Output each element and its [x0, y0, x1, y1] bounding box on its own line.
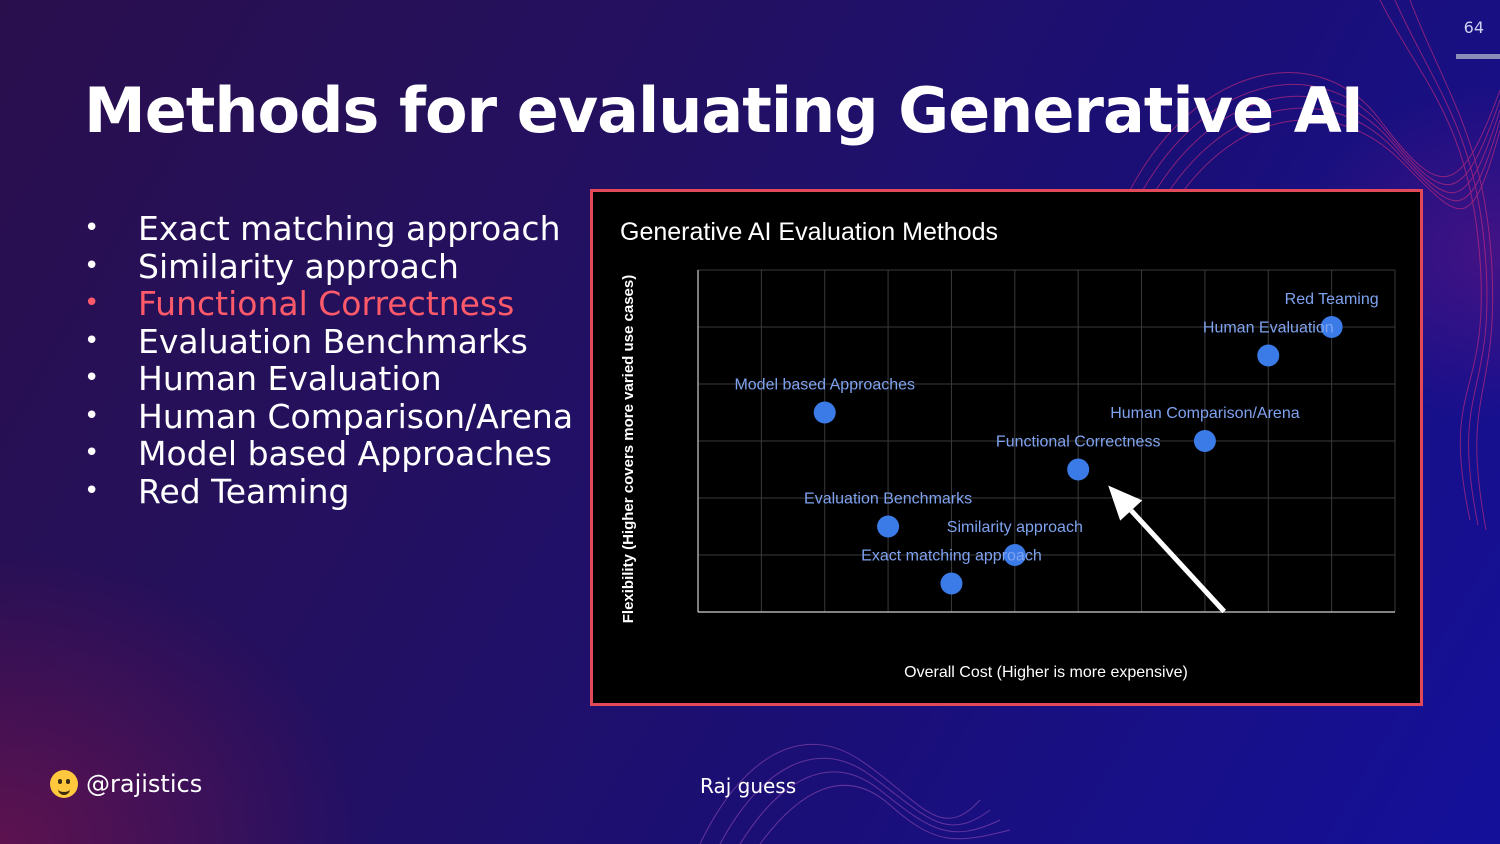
slide-number-bar	[1456, 54, 1500, 59]
data-point-label: Exact matching approach	[861, 548, 1042, 565]
footer-note: Raj guess	[700, 774, 797, 798]
bullet-item: Red Teaming	[84, 472, 584, 511]
data-point-label: Model based Approaches	[734, 377, 915, 394]
data-point	[1003, 544, 1026, 566]
data-point-label: Functional Correctness	[996, 434, 1161, 451]
chart-points	[813, 316, 1343, 595]
x-axis-label: Overall Cost (Higher is more expensive)	[904, 664, 1188, 681]
data-point-label: Human Comparison/Arena	[1110, 405, 1300, 422]
slide-title: Methods for evaluating Generative AI	[84, 74, 1364, 147]
slide-number: 64	[1463, 18, 1484, 37]
data-point	[940, 572, 963, 595]
bullet-item: Human Comparison/Arena	[84, 397, 584, 436]
arrow-annotation	[1108, 485, 1227, 614]
bullet-item: Similarity approach	[84, 247, 584, 286]
data-point	[1257, 344, 1280, 367]
chart-title: Generative AI Evaluation Methods	[620, 218, 998, 246]
arrow-head	[1108, 485, 1143, 521]
bullet-item: Evaluation Benchmarks	[84, 322, 584, 361]
bullet-item: Exact matching approach	[84, 210, 584, 248]
data-point	[1320, 316, 1343, 338]
handle-text: @rajistics	[86, 770, 203, 798]
author-handle: @rajistics	[50, 770, 202, 798]
data-point	[813, 401, 836, 424]
chart-grid	[697, 269, 1396, 613]
data-point-label: Similarity approach	[947, 519, 1083, 536]
bullet-item: Human Evaluation	[84, 360, 584, 398]
data-point-label: Evaluation Benchmarks	[804, 491, 972, 508]
y-axis-label: Flexibility (Higher covers more varied u…	[620, 275, 637, 624]
arrow-shaft	[1129, 508, 1227, 614]
data-point-label: Red Teaming	[1285, 291, 1379, 308]
bullet-item: Model based Approaches	[84, 435, 584, 473]
method-bullet-list: Exact matching approach Similarity appro…	[84, 210, 584, 510]
data-point	[1067, 458, 1090, 481]
chart-point-labels: Exact matching approach Similarity approa…	[734, 291, 1378, 565]
data-point	[877, 515, 900, 538]
hugging-face-icon	[50, 770, 78, 798]
bullet-item: Functional Correctness	[84, 285, 584, 323]
scatter-chart: Generative AI Evaluation Methods Exact m…	[620, 218, 1396, 681]
chart-frame: Generative AI Evaluation Methods Exact m…	[590, 189, 1423, 706]
data-point-label: Human Evaluation	[1203, 320, 1334, 337]
data-point	[1193, 430, 1216, 452]
